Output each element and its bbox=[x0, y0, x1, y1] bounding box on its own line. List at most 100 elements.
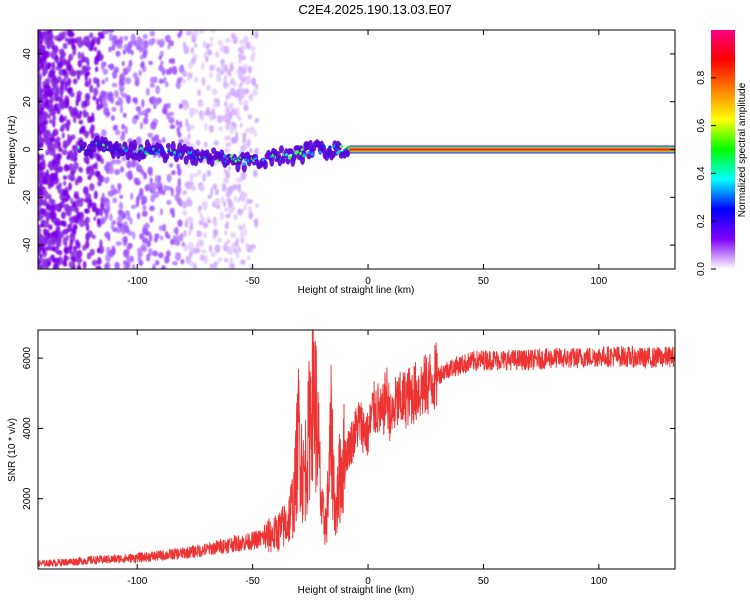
spectrogram-noise-blob bbox=[76, 257, 83, 264]
colorbar-tick-label: 0.6 bbox=[696, 118, 707, 132]
spectrogram-noise-blob bbox=[241, 93, 245, 99]
snr-xtick-label: 0 bbox=[365, 576, 371, 587]
spectrogram-noise-blob bbox=[89, 248, 95, 256]
spectrogram-noise-blob bbox=[40, 209, 46, 214]
spectrogram-noise-blob bbox=[182, 41, 187, 48]
spectrogram-noise-blob bbox=[38, 161, 43, 171]
spectrogram-noise-blob bbox=[62, 122, 68, 129]
spectrogram-noise-blob bbox=[156, 181, 162, 187]
spectrogram-noise-blob bbox=[171, 58, 176, 65]
spectrogram-noise-blob bbox=[95, 265, 102, 269]
spectrogram-noise-blob bbox=[43, 190, 49, 200]
spectrogram-noise-blob bbox=[69, 153, 75, 162]
spectrogram-noise-blob bbox=[252, 169, 258, 178]
spectrogram-noise-blob bbox=[58, 146, 63, 153]
snr-ytick-label: 6000 bbox=[22, 347, 33, 370]
spectrogram-ytick-label: 20 bbox=[22, 96, 33, 108]
spectrogram-noise-blob bbox=[60, 99, 67, 108]
spectrogram-noise-blob bbox=[92, 95, 97, 101]
spectrogram-noise-blob bbox=[144, 222, 150, 230]
spectrogram-noise-blob bbox=[130, 49, 134, 56]
spectrogram-noise-blob bbox=[114, 169, 120, 175]
spectrogram-xlabel: Height of straight line (km) bbox=[298, 285, 415, 296]
spectrogram-noise-blob bbox=[244, 75, 249, 82]
snr-plot-area bbox=[38, 330, 675, 569]
snr-xtick-label: 50 bbox=[478, 576, 490, 587]
snr-xlabel: Height of straight line (km) bbox=[298, 585, 415, 596]
spectrogram-noise-blob bbox=[139, 233, 145, 240]
spectrogram-noise-blob bbox=[141, 200, 145, 206]
spectrogram-noise-blob bbox=[105, 111, 111, 116]
spectrogram-noise-blob bbox=[225, 49, 229, 55]
spectrogram-noise-blob bbox=[84, 216, 91, 224]
spectrogram-noise-blob bbox=[229, 63, 234, 72]
spectrogram-noise-blob bbox=[161, 190, 166, 196]
spectrogram-noise-blob bbox=[137, 251, 144, 257]
spectrogram-noise-blob bbox=[45, 212, 51, 221]
spectrogram-noise-blob bbox=[126, 160, 132, 169]
spectrogram-noise-blob bbox=[69, 108, 75, 115]
spectrogram-noise-blob bbox=[47, 30, 52, 35]
spectrogram-noise-blob bbox=[223, 177, 227, 183]
spectrogram-noise-blob bbox=[70, 198, 74, 204]
spectrogram-noise-blob bbox=[134, 76, 140, 81]
spectrogram-noise-blob bbox=[185, 217, 191, 222]
spectrogram-noise-blob bbox=[44, 77, 52, 85]
spectrogram-noise-blob bbox=[213, 261, 218, 269]
spectrogram-noise-blob bbox=[46, 89, 53, 97]
spectrogram-noise-blob bbox=[254, 83, 259, 90]
spectrogram-noise-blob bbox=[58, 201, 65, 209]
spectrogram-noise-blob bbox=[215, 197, 221, 206]
spectrogram-noise-blob bbox=[99, 239, 103, 249]
spectrogram-noise-blob bbox=[62, 42, 68, 50]
spectrogram-noise-blob bbox=[184, 219, 189, 229]
spectrogram-noise-blob bbox=[226, 82, 230, 88]
spectrogram-noise-blob bbox=[233, 213, 237, 221]
spectrogram-noise-blob bbox=[235, 177, 242, 183]
spectrogram-ridge-blob bbox=[339, 144, 344, 149]
spectrogram-noise-blob bbox=[84, 92, 91, 102]
spectrogram-noise-blob bbox=[121, 123, 126, 130]
spectrogram-noise-blob bbox=[230, 137, 235, 145]
spectrogram-noise-blob bbox=[45, 169, 49, 177]
spectrogram-noise-blob bbox=[60, 220, 64, 226]
spectrogram-noise-blob bbox=[78, 119, 84, 125]
spectrogram-noise-blob bbox=[100, 129, 107, 137]
spectrogram-noise-blob bbox=[51, 158, 56, 167]
spectrogram-noise-blob bbox=[224, 148, 228, 154]
spectrogram-noise-blob bbox=[254, 220, 259, 228]
spectrogram-noise-blob bbox=[71, 144, 78, 152]
snr-xtick-label: 100 bbox=[590, 576, 607, 587]
spectrogram-noise-blob bbox=[76, 36, 83, 42]
spectrogram-noise-blob bbox=[124, 77, 132, 85]
spectrogram-noise-blob bbox=[247, 65, 252, 74]
spectrogram-noise-blob bbox=[87, 40, 92, 49]
spectrogram-noise-blob bbox=[38, 235, 41, 244]
spectrogram-noise-blob bbox=[98, 103, 105, 109]
spectrogram-ridge-blob bbox=[136, 150, 142, 163]
spectrogram-noise-blob bbox=[223, 201, 227, 207]
spectrogram-noise-blob bbox=[188, 250, 193, 258]
spectrogram-noise-blob bbox=[101, 61, 107, 68]
spectrogram-noise-blob bbox=[56, 107, 61, 115]
spectrogram-noise-blob bbox=[103, 208, 108, 215]
spectrogram-noise-blob bbox=[105, 77, 109, 82]
spectrogram-noise-blob bbox=[213, 229, 218, 237]
spectrogram-noise-blob bbox=[237, 208, 242, 215]
spectrogram-noise-blob bbox=[41, 198, 48, 207]
spectrogram-noise-blob bbox=[84, 111, 90, 118]
spectrogram-noise-blob bbox=[139, 55, 144, 60]
spectrogram-noise-blob bbox=[119, 73, 126, 82]
spectrogram-noise-blob bbox=[111, 82, 118, 88]
spectrogram-ridge-blob bbox=[284, 153, 289, 157]
spectrogram-noise-blob bbox=[62, 68, 67, 77]
spectrogram-noise-blob bbox=[86, 252, 92, 260]
spectrogram-noise-blob bbox=[240, 44, 246, 51]
spectrogram-noise-blob bbox=[249, 45, 256, 51]
spectrogram-noise-blob bbox=[77, 39, 83, 48]
spectrogram-noise-blob bbox=[226, 220, 230, 226]
spectrogram-noise-blob bbox=[227, 135, 231, 141]
spectrogram-noise-blob bbox=[51, 61, 55, 70]
spectrogram-noise-blob bbox=[242, 64, 249, 70]
spectrogram-noise-blob bbox=[241, 87, 245, 93]
